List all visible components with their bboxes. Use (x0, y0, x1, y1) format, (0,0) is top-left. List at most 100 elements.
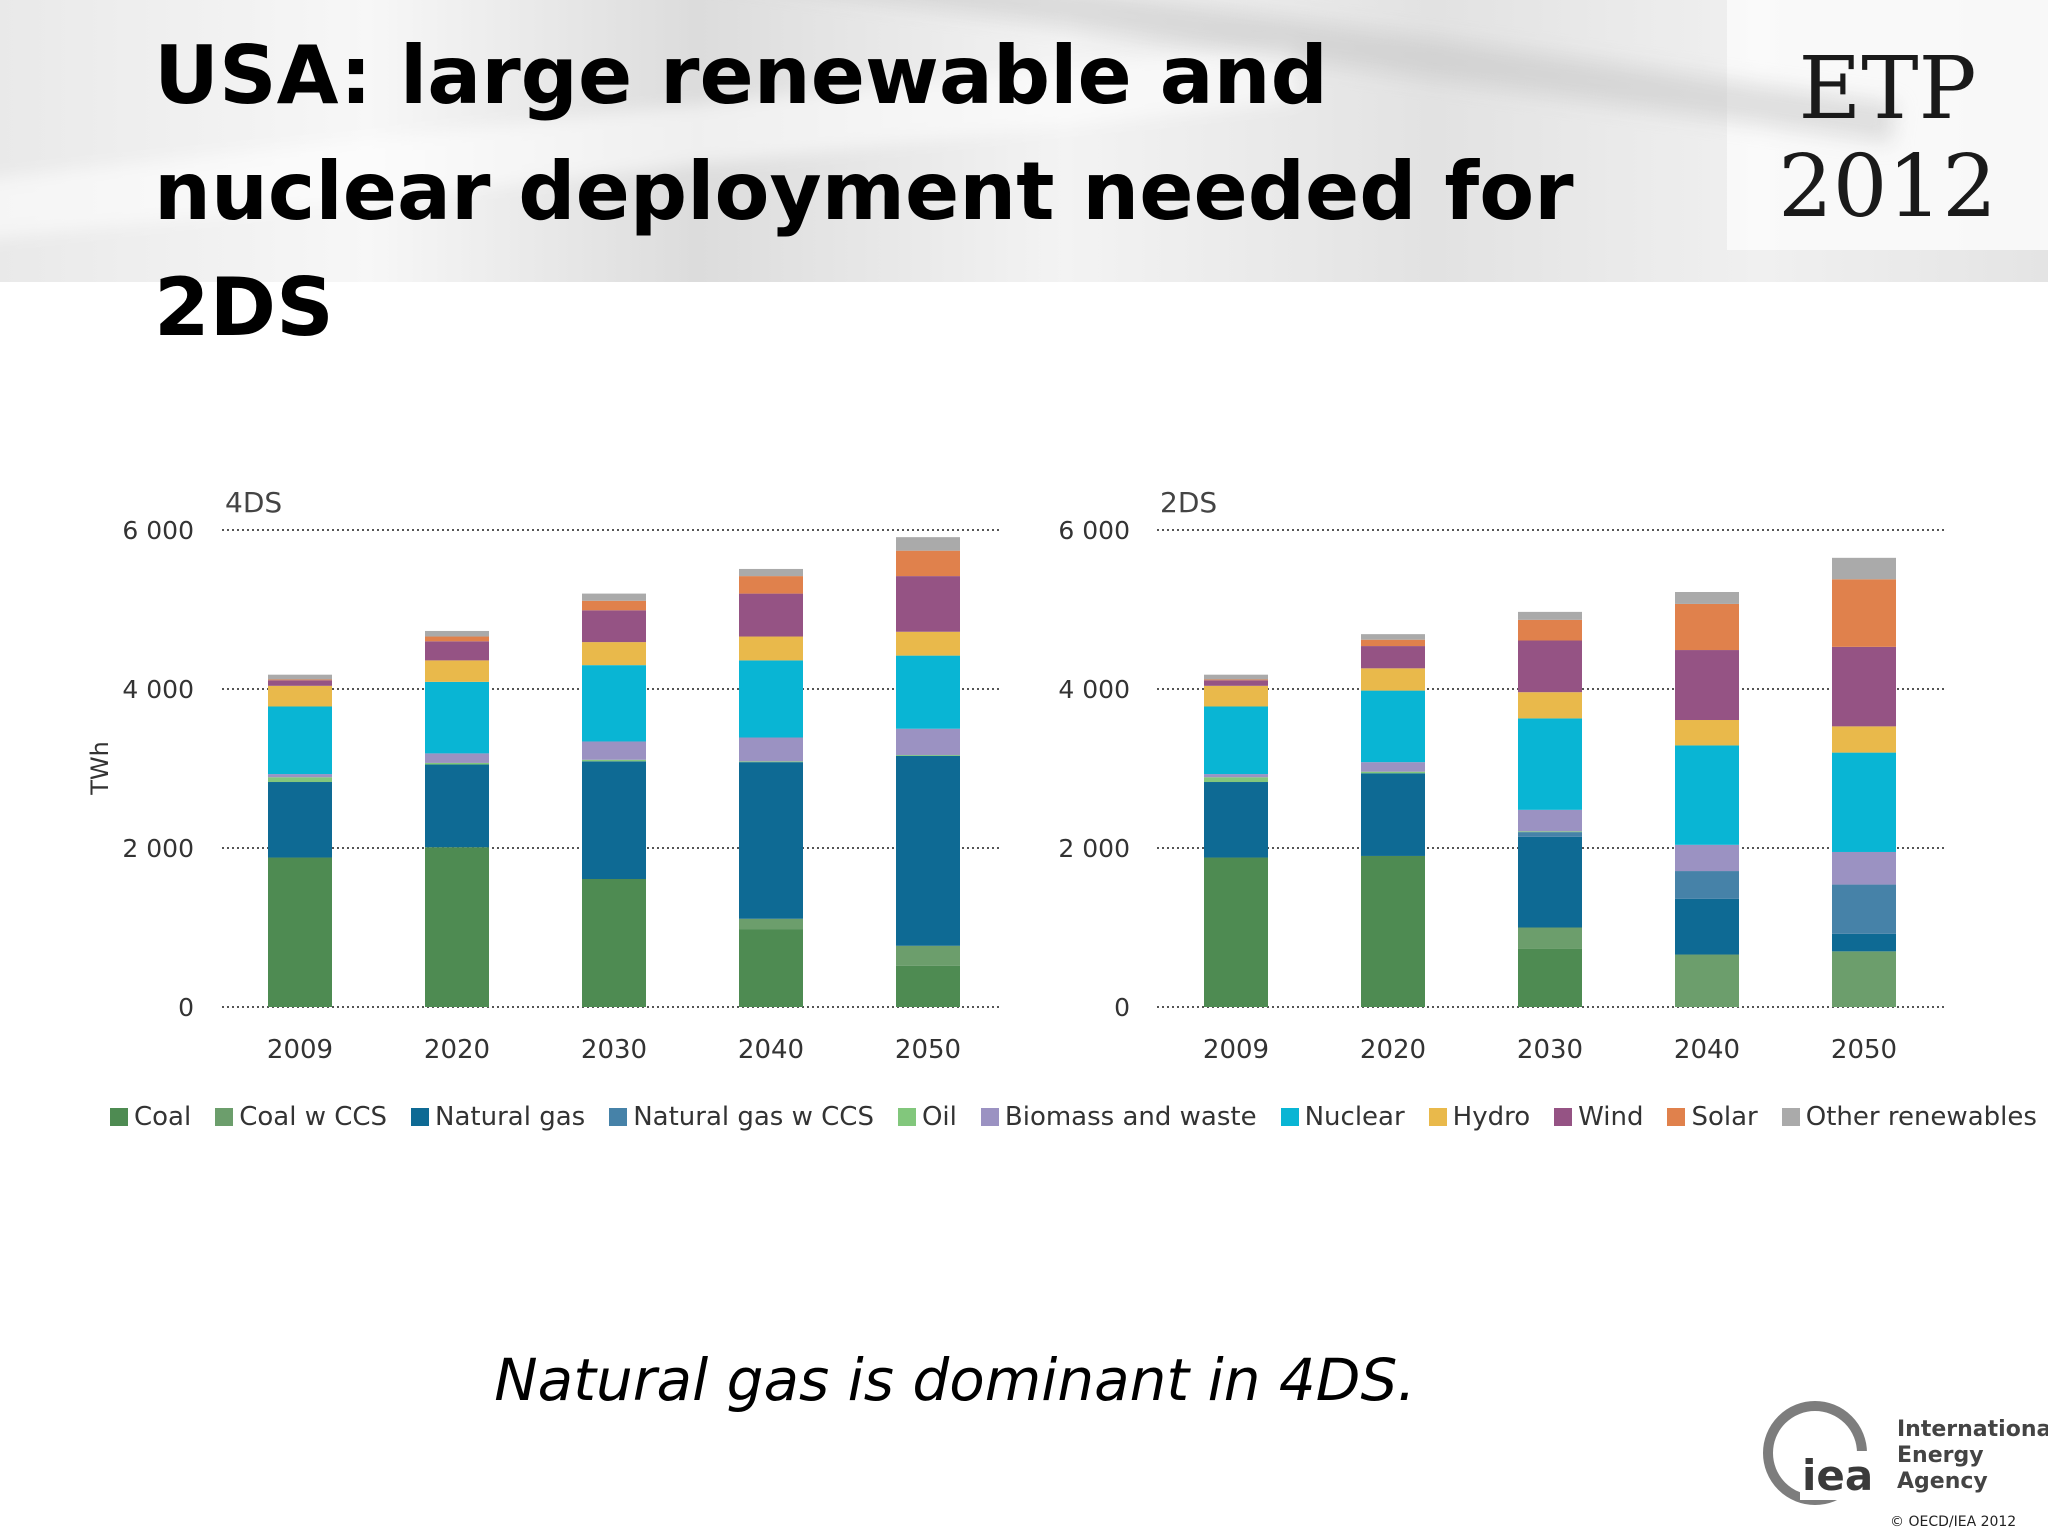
bar-segment (425, 641, 489, 661)
legend-label: Nuclear (1304, 1102, 1405, 1132)
slide-caption: Natural gas is dominant in 4DS. (494, 1346, 1416, 1414)
bar-segment (1675, 720, 1739, 746)
legend-label: Hydro (1452, 1102, 1531, 1132)
legend-swatch (1781, 1108, 1800, 1126)
bar-segment (582, 610, 646, 643)
y-tick-label: 4 000 (1058, 675, 1130, 704)
bar-segment (1518, 611, 1582, 620)
legend-item: Wind (1554, 1102, 1643, 1132)
legend-item: Solar (1667, 1102, 1758, 1132)
legend-label: Other renewables (1805, 1102, 2037, 1132)
bar-segment (1361, 773, 1425, 856)
bar-segment (1204, 674, 1268, 680)
legend-swatch (1554, 1108, 1573, 1126)
legend-label: Coal w CCS (239, 1102, 388, 1132)
bar-segment (1204, 857, 1268, 1007)
legend-item: Natural gas w CCS (609, 1102, 874, 1132)
bar-segment (896, 965, 960, 1007)
x-tick-label: 2050 (1831, 1035, 1897, 1065)
x-tick-label: 2030 (581, 1035, 647, 1065)
bar-segment (896, 754, 960, 756)
legend-item: Coal w CCS (215, 1102, 387, 1132)
legend-swatch (897, 1108, 916, 1126)
x-tick-label: 2009 (1203, 1035, 1269, 1065)
bar-segment (1832, 851, 1896, 885)
bar-segment (268, 685, 332, 707)
bar-segment (1361, 690, 1425, 763)
bar-segment (268, 782, 332, 858)
chart-legend: Coal Coal w CCS Natural gas Natural gas w C… (110, 1097, 2037, 1137)
bar-segment (1204, 782, 1268, 858)
bar-segment (582, 600, 646, 611)
bar-segment (1361, 668, 1425, 691)
legend-item: Nuclear (1280, 1102, 1405, 1132)
bar-segment (896, 728, 960, 755)
chart-title: 4DS (225, 486, 282, 519)
bar-segment (1361, 646, 1425, 669)
bar-segment (582, 879, 646, 1007)
bar-segment (582, 761, 646, 880)
y-tick-label: 0 (1114, 993, 1130, 1022)
bar-segment (1361, 634, 1425, 640)
iea-logo: iea International Energy Agency (1755, 1393, 2048, 1523)
iea-name-line1: International (1897, 1417, 2048, 1442)
bar-segment (425, 762, 489, 765)
bar-segment (425, 681, 489, 754)
legend-swatch (609, 1108, 628, 1126)
bar-segment (425, 764, 489, 848)
x-tick-label: 2030 (1517, 1035, 1583, 1065)
bar-segment (1675, 871, 1739, 899)
legend-swatch (1667, 1108, 1686, 1126)
legend-swatch (411, 1108, 430, 1126)
y-tick-label: 0 (178, 993, 194, 1022)
bar-segment (1204, 777, 1268, 783)
bar-segment (1832, 579, 1896, 647)
bar-segment (582, 759, 646, 762)
bar-segment (739, 929, 803, 1007)
y-tick-label: 2 000 (1058, 834, 1130, 863)
legend-label: Biomass and waste (1004, 1102, 1257, 1132)
bar-segment (739, 918, 803, 930)
bar-segment (268, 706, 332, 775)
bar-segment (1832, 752, 1896, 852)
bar-segment (1832, 933, 1896, 952)
bar-segment (1518, 836, 1582, 928)
x-tick-label: 2050 (895, 1035, 961, 1065)
bar-segment (1675, 844, 1739, 872)
bar-segment (739, 761, 803, 763)
x-tick-label: 2020 (1360, 1035, 1426, 1065)
etp-logo-line1: ETP (1798, 39, 1977, 139)
bar-segment (1204, 685, 1268, 707)
bar-segment (1675, 745, 1739, 845)
legend-swatch (980, 1108, 999, 1126)
bar-segment (425, 636, 489, 642)
bar-segment (582, 593, 646, 601)
bar-segment (896, 755, 960, 946)
legend-item: Hydro (1428, 1102, 1531, 1132)
bar-segment (1675, 954, 1739, 1007)
legend-item: Other renewables (1781, 1102, 2037, 1132)
legend-swatch (215, 1108, 234, 1126)
bar-segment (1518, 718, 1582, 810)
bar-segment (1518, 831, 1582, 833)
bar-segment (896, 945, 960, 966)
x-tick-label: 2040 (738, 1035, 804, 1065)
iea-abbrev: iea (1800, 1451, 1876, 1500)
legend-item: Natural gas (411, 1102, 585, 1132)
legend-swatch (110, 1108, 128, 1126)
bar-segment (1518, 948, 1582, 1007)
y-tick-label: 6 000 (122, 516, 194, 545)
bar-segment (739, 762, 803, 919)
y-axis-label: TWh (86, 741, 114, 796)
bar-segment (1675, 603, 1739, 651)
bar-segment (1518, 927, 1582, 949)
bar-segment (1518, 692, 1582, 719)
bar-segment (1204, 680, 1268, 686)
bar-segment (1361, 771, 1425, 774)
chart-title: 2DS (1160, 486, 1217, 519)
bar-segment (896, 631, 960, 656)
bar-segment (1832, 557, 1896, 580)
bar-segment (896, 550, 960, 577)
bar-segment (582, 741, 646, 760)
legend-label: Wind (1578, 1102, 1644, 1132)
